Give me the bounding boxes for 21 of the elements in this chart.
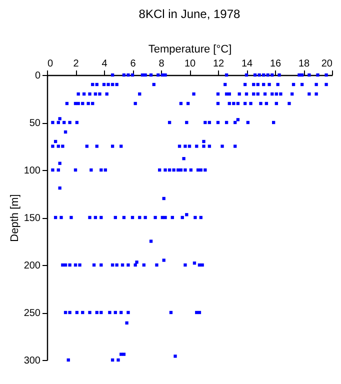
x-tick-label: 4 xyxy=(102,58,108,70)
y-tick-label: 300 xyxy=(24,356,41,366)
x-tick-label: 0 xyxy=(48,58,54,70)
x-tick-label: 20 xyxy=(321,58,333,70)
y-tick-label: 150 xyxy=(24,213,41,224)
x-tick-label: 16 xyxy=(270,58,282,70)
x-tick-label: 6 xyxy=(130,58,136,70)
x-tick-label: 8 xyxy=(158,58,165,70)
y-tick-label: 250 xyxy=(24,308,41,319)
x-tick-label: 18 xyxy=(298,58,310,70)
y-axis-title: Depth [m] xyxy=(8,194,21,242)
x-tick-label: 14 xyxy=(241,58,253,70)
x-tick-label: 2 xyxy=(73,58,80,70)
x-axis-title: Temperature [°C] xyxy=(148,44,232,56)
y-tick-label: 200 xyxy=(24,260,41,272)
y-tick-label: 0 xyxy=(34,70,41,82)
chart-title: 8KCl in June, 1978 xyxy=(138,7,241,21)
y-tick-label: 50 xyxy=(29,118,41,129)
x-tick-label: 12 xyxy=(212,58,224,70)
x-tick-label: 10 xyxy=(184,58,196,70)
y-tick-label: 100 xyxy=(24,166,41,176)
